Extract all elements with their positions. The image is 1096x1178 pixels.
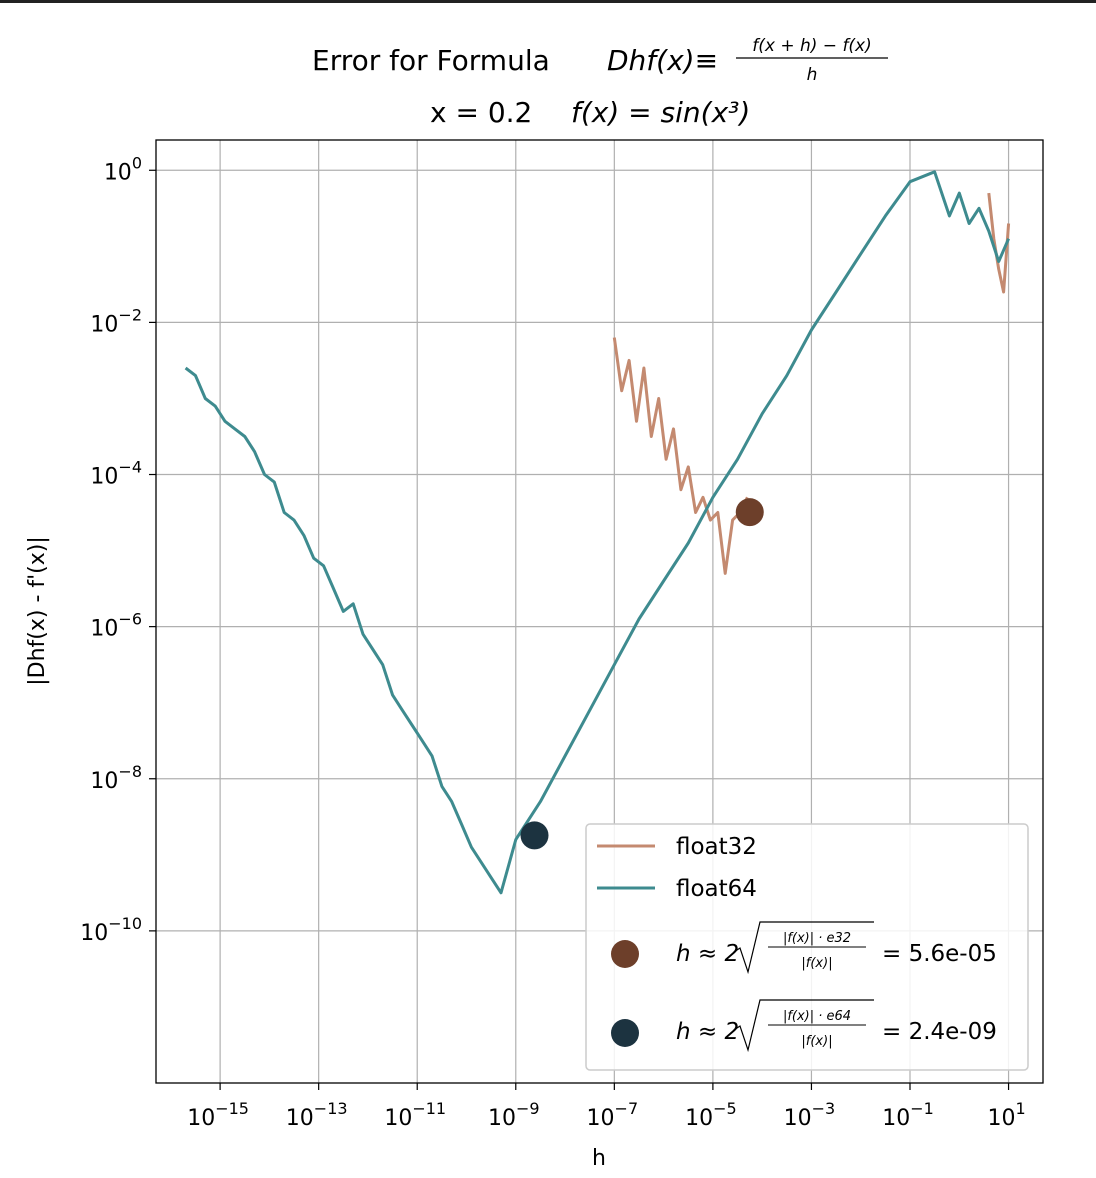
legend-float64-label: float64	[676, 876, 757, 902]
x-tick-label: 10−5	[685, 1099, 737, 1131]
x-axis-label: h	[592, 1146, 606, 1171]
legend-float64-prefix: h ≈ 2	[676, 1019, 739, 1045]
legend-float64-marker	[611, 1019, 639, 1047]
top-border	[0, 0, 1096, 3]
legend-float32-denominator: |f(x)|	[801, 956, 832, 971]
legend: float32 float64 h ≈ 2 |f(x)| · e32 |f(x)…	[585, 823, 1029, 1071]
title-prefix: Error for Formula	[312, 44, 550, 77]
legend-float64-denominator: |f(x)|	[801, 1034, 832, 1049]
x-tick-label: 10−3	[784, 1099, 836, 1131]
y-tick-label: 10−8	[90, 762, 142, 794]
series-line-float32	[612, 337, 749, 575]
legend-float32-prefix: h ≈ 2	[676, 941, 739, 967]
legend-float32-marker	[611, 940, 639, 968]
title-x-value: x = 0.2	[430, 96, 532, 129]
title-fraction-denominator: h	[807, 65, 818, 85]
title-function: f(x) = sin(x³)	[571, 96, 750, 129]
optimum-marker-0	[735, 498, 764, 527]
x-tick-label: 10−1	[882, 1099, 934, 1131]
y-tick-label: 10−6	[90, 610, 142, 642]
title-fraction-numerator: f(x + h) − f(x)	[752, 36, 872, 56]
legend-float32-sqrt	[733, 921, 874, 975]
x-tick-label: 10−9	[488, 1099, 540, 1131]
y-tick-label: 10−10	[80, 914, 142, 946]
title-lhs: Dhf(x)≡	[607, 44, 718, 77]
x-tick-label: 10−11	[384, 1099, 446, 1131]
legend-float32-value: = 5.6e-05	[882, 941, 997, 967]
legend-float64-value: = 2.4e-09	[882, 1019, 997, 1045]
y-axis-label: |Dhf(x) - f'(x)|	[25, 536, 50, 686]
x-ticks: 10−15 10−13 10−11 10−9 10−7 10−5 10−3 10−1 101	[187, 1083, 1026, 1131]
legend-float32-numerator: |f(x)| · e32	[783, 931, 851, 946]
series-line-float64	[184, 170, 1010, 895]
x-tick-label: 101	[987, 1099, 1025, 1131]
x-tick-label: 10−13	[286, 1099, 348, 1131]
y-ticks: 100 10−2 10−4 10−6 10−8 10−10	[80, 153, 156, 946]
legend-float64-sqrt	[733, 999, 874, 1053]
x-tick-label: 10−15	[187, 1099, 249, 1131]
y-tick-label: 10−2	[90, 305, 142, 337]
y-tick-label: 100	[104, 153, 142, 185]
series-line-float32	[987, 192, 1011, 294]
legend-float64-numerator: |f(x)| · e64	[783, 1009, 851, 1024]
y-tick-label: 10−4	[90, 458, 142, 490]
plot-frame	[155, 139, 1044, 1084]
legend-float32-label: float32	[676, 834, 757, 860]
series-lines	[184, 170, 1011, 895]
markers	[520, 498, 764, 850]
optimum-marker-1	[520, 821, 549, 850]
chart-title: Error for Formula Dhf(x)≡ f(x + h) − f(x…	[312, 36, 888, 129]
x-tick-label: 10−7	[587, 1099, 639, 1131]
